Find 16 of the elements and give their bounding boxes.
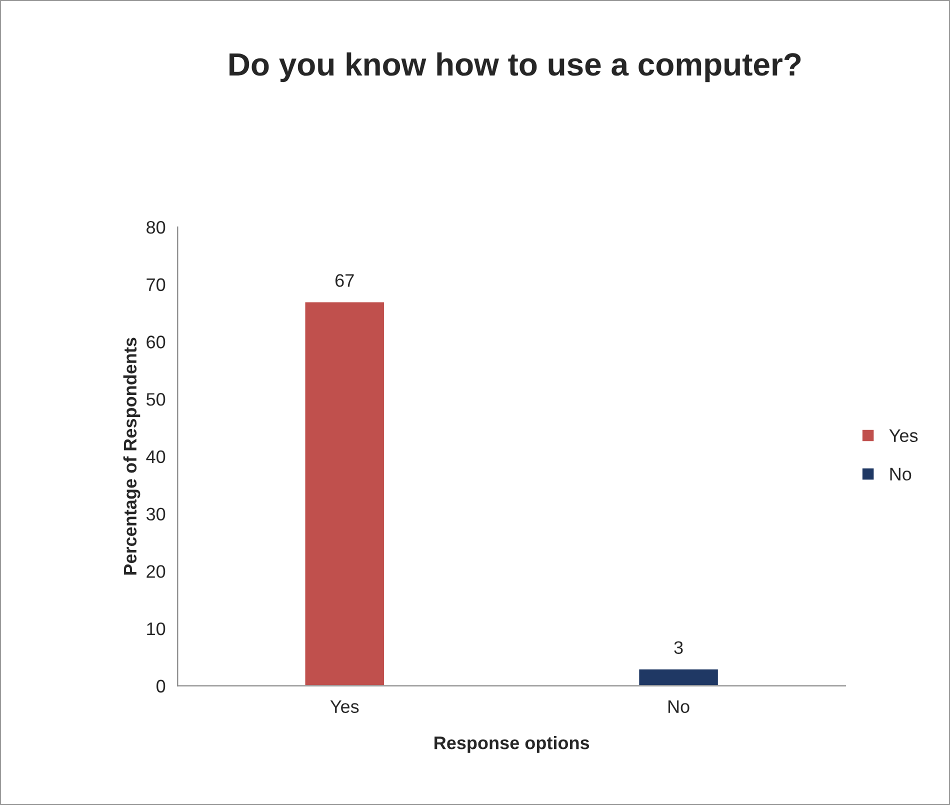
y-tick-label: 40 bbox=[146, 450, 166, 464]
legend-label: No bbox=[890, 468, 912, 481]
y-tick-label: 80 bbox=[146, 220, 166, 234]
chart-title: Do you know how to use a computer? bbox=[230, 52, 801, 82]
x-axis-title: Response options bbox=[434, 736, 590, 753]
y-tick-label: 70 bbox=[146, 278, 166, 292]
y-tick-label: 10 bbox=[147, 622, 166, 636]
data-label: 3 bbox=[674, 641, 683, 654]
y-tick-label: 50 bbox=[146, 393, 166, 406]
data-label: 67 bbox=[335, 274, 354, 287]
y-axis-title: Percentage of Respondents bbox=[123, 338, 140, 575]
y-tick-label: 30 bbox=[146, 508, 166, 521]
legend-label: Yes bbox=[889, 429, 918, 442]
y-tick-label: 60 bbox=[146, 336, 166, 348]
y-tick-label: 20 bbox=[146, 565, 166, 578]
y-tick-label: 0 bbox=[156, 680, 166, 693]
